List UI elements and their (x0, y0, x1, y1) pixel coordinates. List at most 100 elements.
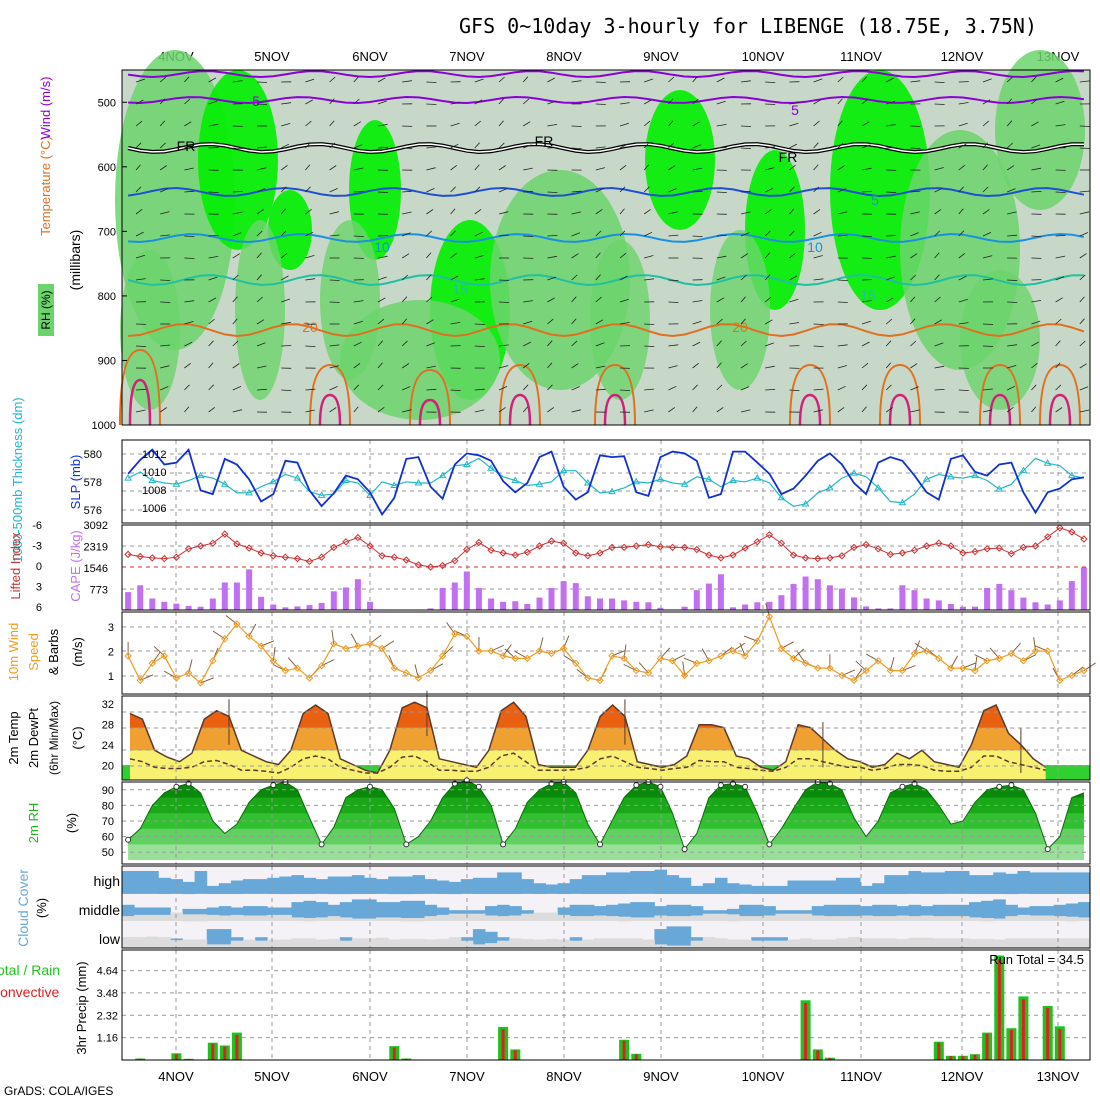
cloud-bar-clear (787, 913, 801, 921)
wind-barb (765, 389, 776, 391)
wind-speed-marker (910, 649, 919, 658)
wind-barb (740, 232, 750, 237)
lifted-tick-label: -3 (32, 541, 42, 553)
wind-speed-marker (354, 642, 362, 650)
cloud-bar (775, 885, 788, 894)
cloud-bar (351, 875, 365, 894)
wind-barb (692, 362, 699, 369)
wind-barb (1055, 100, 1065, 105)
wind-barb (934, 365, 945, 369)
wind-barb (135, 388, 146, 391)
wind-barb (135, 99, 144, 105)
wind-barb (910, 386, 919, 391)
wind-barb (426, 167, 436, 171)
wind-barb (426, 296, 433, 303)
cloud-bar-clear (1077, 917, 1091, 921)
wind-barb (208, 318, 215, 325)
wind-speed-marker (378, 644, 386, 653)
date-label-bottom: 7NOV (449, 1069, 485, 1084)
pressure-level-label: 900 (98, 355, 116, 367)
cloud-bar-clear (727, 914, 740, 921)
wind-barb (159, 407, 168, 413)
run-total-label: Run Total = 34.5 (989, 952, 1084, 967)
lifted-index-marker (547, 537, 556, 545)
wind-barb (523, 320, 533, 325)
wind-barb (1007, 365, 1017, 369)
cloud-bar (1077, 872, 1091, 894)
cloud-bar-clear (315, 939, 329, 948)
wind-barb (1055, 124, 1066, 127)
wind-barb (184, 384, 190, 391)
lifted-index-marker (765, 531, 774, 539)
cloud-bar (993, 872, 1006, 894)
wind-barb (668, 407, 676, 413)
cape-bar (899, 585, 906, 610)
thickness-tick-label: 580 (84, 449, 102, 461)
wind-barb (160, 301, 171, 303)
wind-speed-marker (221, 635, 229, 643)
thickness-marker (148, 476, 157, 484)
thickness-axis-label: 1000-500mb Thickness (dm) (10, 397, 25, 562)
cloud-bar-clear (1017, 914, 1030, 921)
wind-barb (571, 363, 579, 369)
slp-line (127, 447, 1085, 517)
cloud-bar-clear (170, 912, 183, 921)
wind-barb (232, 340, 239, 347)
wind-barb (668, 211, 678, 215)
wind-barb (159, 142, 166, 149)
wind-barb (135, 78, 145, 83)
cloud-bar (158, 877, 171, 894)
wind-speed-marker (801, 659, 810, 668)
lifted-index-marker (693, 545, 701, 554)
cloud-bar (908, 871, 922, 894)
wind-barb (982, 255, 993, 259)
cloud-bar (1005, 873, 1018, 895)
wind-barb (160, 188, 169, 193)
wind-barb (837, 142, 844, 149)
wind-barb (668, 279, 679, 281)
cloud-bar-clear (763, 915, 776, 921)
thickness-marker (124, 474, 132, 481)
rh-marker (500, 841, 507, 848)
wind-barb (668, 234, 679, 237)
wind-barb (789, 102, 800, 105)
wind-barb (765, 146, 776, 149)
wind-barb (595, 167, 606, 171)
wind-barb (547, 77, 555, 83)
lifted-index-marker (221, 530, 229, 538)
cloud-bar (932, 872, 946, 894)
cloud-bar-clear (920, 937, 934, 948)
temp-area-yellow (130, 702, 1046, 780)
wind-barb (837, 76, 844, 83)
wind-barb (716, 318, 723, 325)
cape-bar (173, 603, 180, 610)
wind-barb (692, 190, 703, 193)
wind-barb (740, 296, 746, 303)
warm-contour-lobe (128, 378, 152, 426)
cloud-bar (1053, 872, 1067, 894)
wind-barb (305, 99, 313, 105)
upper-air-frame (121, 69, 1091, 426)
cloud-bar-clear (630, 917, 643, 921)
lifted-index-marker (499, 549, 507, 557)
wind-barb (281, 298, 291, 303)
wind-barb (668, 385, 677, 391)
wind-barb (232, 80, 243, 83)
warm-contour-lobe (418, 398, 442, 426)
lifted-tick-label: 3 (36, 582, 42, 594)
wind-barb (982, 99, 991, 105)
wind-barb (135, 164, 141, 171)
wind-barb (861, 406, 867, 413)
wind-barb (401, 363, 410, 369)
wind-barb (426, 342, 435, 347)
contour-label: 20 (732, 319, 748, 335)
wind-barb (740, 363, 749, 369)
wind-barb (644, 388, 655, 391)
wind-barb (280, 252, 288, 259)
cloud-bar (218, 883, 232, 894)
rh-marker (681, 846, 688, 853)
thickness-tick-label: 576 (84, 505, 102, 517)
cloud-bar-clear (279, 914, 292, 921)
wind-barb (522, 406, 529, 413)
thickness-marker (462, 460, 471, 467)
